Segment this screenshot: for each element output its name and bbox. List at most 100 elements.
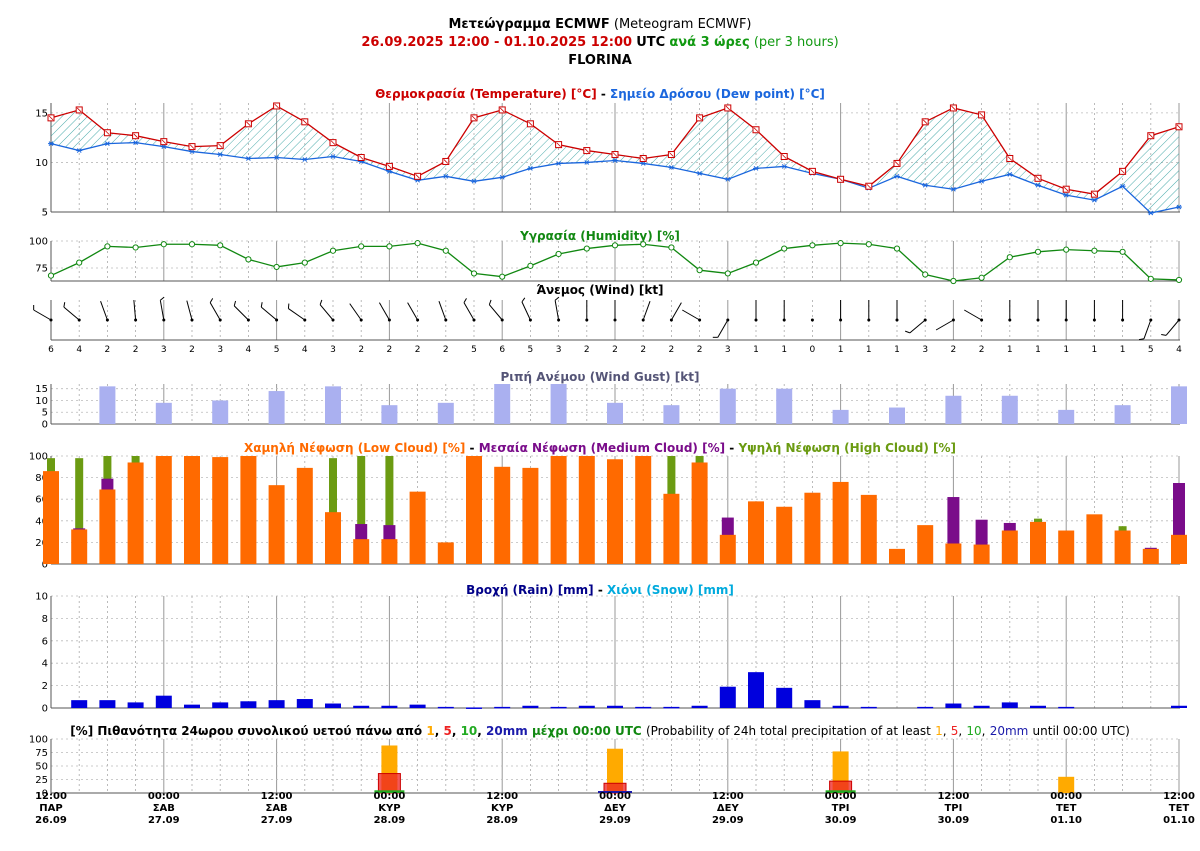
dewpoint-point [273,155,280,160]
rain-bar [1058,706,1075,709]
wind-barb [670,302,682,321]
dewpoint-point [1147,210,1154,216]
temperature-point-cross [443,159,449,164]
temperature-point-cross [725,105,731,111]
wind-barb [260,306,277,321]
humidity-point [809,242,816,249]
rain-bar [381,705,398,708]
temperature-point-cross [669,152,674,157]
rain-ytick: 0 [42,704,48,715]
temperature-point-cross [1120,169,1125,174]
wind-barb [63,306,80,321]
low-cloud-bar [494,466,511,564]
probability-bar-10 [374,790,405,793]
wind-speed-label: 2 [133,345,139,355]
gust-bar [1114,405,1131,424]
humidity-point [47,272,55,279]
dewpoint-point [160,144,167,149]
dewpoint-marker [48,141,54,146]
rain-ytick: 8 [42,614,48,625]
dewpoint-point [386,169,393,174]
time-axis-date: 01.10 [1163,815,1195,826]
dewpoint-marker [133,140,138,145]
time-axis-label: 12:00 ΤΡΙ 30.09 [923,791,983,827]
wind-barb [233,305,249,321]
time-axis-day: ΔΕΥ [604,803,626,814]
wind-speed-label: 2 [612,345,618,355]
low-cloud-bar [578,456,595,564]
utc-label: UTC [636,35,666,50]
dewpoint-point [724,176,731,182]
dewpoint-marker [1148,210,1154,216]
time-axis-label: 12:00 ΠΑΡ 26.09 [21,791,81,827]
low-cloud-bar [240,456,257,564]
temperature-point-cross [274,103,279,109]
wind-speed-label: 1 [1007,345,1013,355]
humidity-point [696,267,703,274]
temperature-point-cross [330,140,336,145]
time-axis-day: ΣΑΒ [265,803,288,814]
wind-speed-label: 3 [556,345,562,355]
prob-until-gr: μέχρι 00:00 UTC [531,724,642,738]
cloud-panel-title: Χαμηλή Νέφωση (Low Cloud) [%] - Μεσαία Ν… [0,441,1200,455]
low-cloud-bar [381,539,398,564]
dewpoint-marker [612,158,618,163]
dewpoint-point [555,161,562,166]
time-axis-label: 00:00 ΤΕΤ 01.10 [1036,791,1096,827]
snow-title: Χιόνι (Snow) [mm] [607,583,734,597]
temperature-point-cross [1063,186,1069,192]
dewpoint-point [189,149,195,154]
humidity-point [414,240,421,247]
dewpoint-point [1035,182,1041,188]
wind-speed-label: 1 [753,345,759,355]
rain-bar [973,705,990,708]
wind-barb [33,309,52,321]
low-cloud-bar [325,512,341,564]
wind-barb-feather [521,297,526,303]
dewpoint-marker [189,149,195,154]
humidity-point [837,240,844,247]
rain-bar [663,706,680,709]
rain-bar [184,704,200,708]
time-axis-time: 12:00 [486,791,519,802]
humidity-point [893,245,901,252]
wind-barb [521,301,531,321]
low-cloud-bar [1001,530,1018,564]
high-cloud-title: Υψηλή Νέφωση (High Cloud) [%] [738,441,957,455]
wind-barb-feather [463,298,467,303]
title-en: (Meteogram ECMWF) [613,17,752,32]
low-cloud-bar [1171,534,1187,564]
rain-bar [353,705,370,708]
step-en: (per 3 hours) [753,35,839,50]
rain-bar [1171,705,1187,708]
dewpoint-marker [105,141,110,146]
wind-barb-feather [209,298,214,303]
gust-bar [437,402,454,424]
rain-bar [99,700,116,708]
dewpoint-marker [753,166,759,171]
temperature-point-cross [528,121,533,127]
wind-speed-label: 2 [443,345,449,355]
dewpoint-point [330,154,336,159]
temperature-point-cross [161,139,167,144]
low-cloud-bar [155,456,172,564]
temperature-point-cross [697,115,702,121]
dew-title: Σημείο Δρόσου (Dew point) [°C] [610,87,825,101]
low-cloud-bar [550,456,567,564]
gust-bar [889,407,905,424]
chart-title: Μετεώγραμμα ECMWF (Meteogram ECMWF) [0,17,1200,33]
low-cloud-bar [127,462,144,564]
wind-barb [133,300,137,321]
time-axis-time: 00:00 [824,791,857,802]
wind-barb-feather [1138,338,1145,341]
low-cloud-bar [71,529,88,564]
dewpoint-marker [499,174,505,180]
dewpoint-marker [1035,182,1041,188]
cloud-ytick: 80 [35,473,48,484]
low-cloud-bar [268,485,285,564]
prob-en-until: until 00:00 UTC) [1032,724,1130,738]
humidity-point [1147,275,1154,282]
location-name: FLORINA [568,53,632,68]
dewpoint-point [753,166,759,171]
wind-barb [488,304,503,321]
